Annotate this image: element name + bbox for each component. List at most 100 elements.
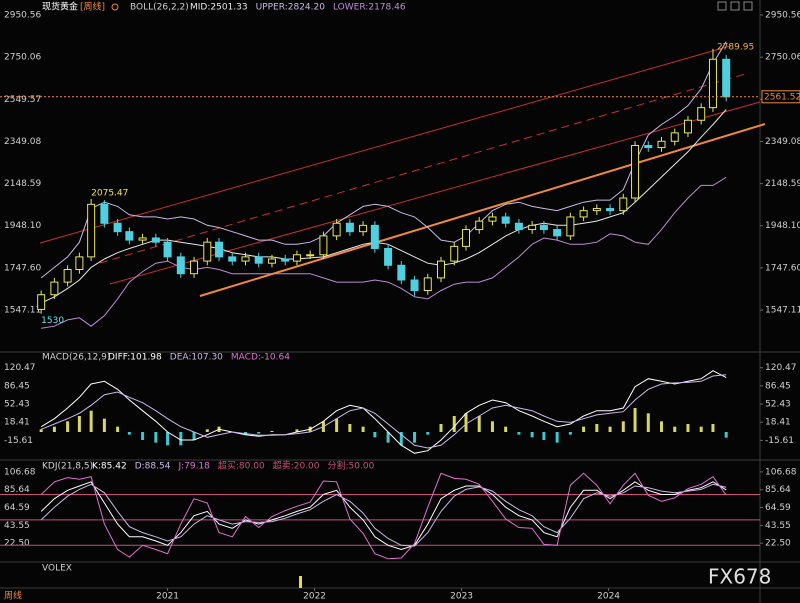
x-tick-label: 2023 [450, 592, 473, 602]
macd-bar [582, 426, 586, 432]
y-tick-label: 64.59 [765, 503, 791, 513]
candle-body [514, 222, 523, 231]
candle-body [215, 241, 224, 258]
y-tick-label: 1747.60 [765, 263, 800, 273]
window-button[interactable] [730, 1, 740, 11]
macd-bar [127, 432, 131, 435]
candle-body [657, 140, 666, 149]
candle-body [281, 258, 290, 262]
indicator-label: BOLL(26,2,2) [130, 3, 189, 13]
candle-body [113, 222, 122, 233]
candle-body [241, 256, 250, 262]
y-tick-label: 106.68 [765, 467, 797, 477]
annotation: 2789.95 [717, 42, 754, 52]
macd-bar [116, 426, 120, 432]
macd-bar [724, 432, 728, 438]
legend-entry: DEA:107.30 [170, 353, 223, 363]
y-tick-label: 2750.06 [765, 53, 800, 63]
window-button[interactable] [717, 1, 727, 11]
macd-bar [595, 424, 599, 432]
candle-body [190, 260, 199, 275]
candle-body [75, 256, 84, 270]
indicator-line [40, 370, 727, 454]
legend-entry: MACD:-10.64 [231, 353, 290, 363]
macd-bar [660, 421, 664, 432]
candle-body [722, 58, 731, 98]
macd-bar [102, 418, 106, 432]
annotation: 2075.47 [91, 188, 128, 198]
candle-body [228, 256, 237, 262]
legend-entry: DIFF:101.98 [108, 353, 162, 363]
y-tick-label: 85.64 [765, 485, 791, 495]
instrument-title: 现货黄金 [42, 1, 78, 13]
macd-bar [257, 432, 261, 434]
macd-bar [413, 432, 417, 443]
indicator-line [40, 483, 727, 547]
candle-body [619, 197, 628, 212]
last-price-box [761, 90, 800, 104]
macd-bar [52, 426, 56, 432]
macd-bar [77, 416, 81, 432]
macd-bar [608, 426, 612, 432]
macd-bar [386, 432, 390, 443]
kdj-title: KDJ(21,8,5) [42, 462, 93, 472]
y-tick-label: 1547.11 [765, 306, 800, 316]
candle-body [359, 224, 368, 233]
level-label: 超买:80.00 [218, 460, 265, 472]
macd-bar [542, 432, 546, 440]
y-tick-label: 2950.56 [4, 11, 41, 21]
candle-body [306, 254, 315, 257]
macd-title: MACD(26,12,9) [42, 353, 110, 363]
x-tick-label: 2021 [156, 592, 179, 602]
macd-bar [166, 432, 170, 446]
watermark: FX678 [708, 565, 771, 589]
macd-bar [646, 413, 650, 432]
macd-bar [452, 416, 456, 432]
y-tick-label: 2549.57 [4, 95, 41, 105]
legend-entry: D:88.54 [135, 462, 171, 472]
y-tick-label: 120.47 [4, 363, 36, 373]
y-tick-label: 64.59 [4, 503, 30, 513]
macd-bar [490, 421, 494, 432]
candle-body [501, 216, 510, 224]
candle-body [384, 247, 393, 266]
candle-body [370, 224, 379, 249]
y-tick-label: 2349.08 [4, 137, 41, 147]
settings-icon[interactable] [111, 3, 119, 11]
macd-bar [699, 426, 703, 432]
macd-bar [555, 432, 559, 443]
annotation: 1530 [41, 316, 64, 326]
x-tick-label: 2024 [597, 592, 620, 602]
candle-body [63, 268, 72, 283]
period-label: [周线] [80, 1, 105, 13]
macd-bar [633, 408, 637, 432]
candle-body [697, 107, 706, 121]
level-label: 分割:50.00 [328, 460, 375, 472]
level-label: 超卖:20.00 [273, 460, 320, 472]
y-tick-label: 52.43 [4, 400, 30, 410]
y-tick-label: 1547.11 [4, 306, 41, 316]
candle-body [423, 277, 432, 292]
candle-body [254, 256, 263, 264]
macd-bar [66, 421, 70, 432]
window-button[interactable] [743, 1, 753, 11]
candle-body [176, 256, 185, 275]
macd-bar [399, 432, 403, 446]
macd-bar [530, 432, 534, 438]
legend-entry: LOWER:2178.46 [333, 3, 406, 13]
candle-body [292, 254, 301, 262]
period-footer: 周线 [4, 590, 22, 602]
y-tick-label: 43.55 [4, 521, 30, 531]
macd-bar [361, 426, 365, 432]
y-tick-label: 2950.56 [765, 11, 800, 21]
macd-bar [711, 424, 715, 432]
volex-bar [299, 576, 302, 588]
candle-body [475, 220, 484, 231]
y-tick-label: -15.61 [765, 436, 794, 446]
macd-bar [568, 432, 572, 435]
candle-body [631, 144, 640, 199]
macd-bar [141, 432, 145, 440]
candle-body [450, 245, 459, 262]
